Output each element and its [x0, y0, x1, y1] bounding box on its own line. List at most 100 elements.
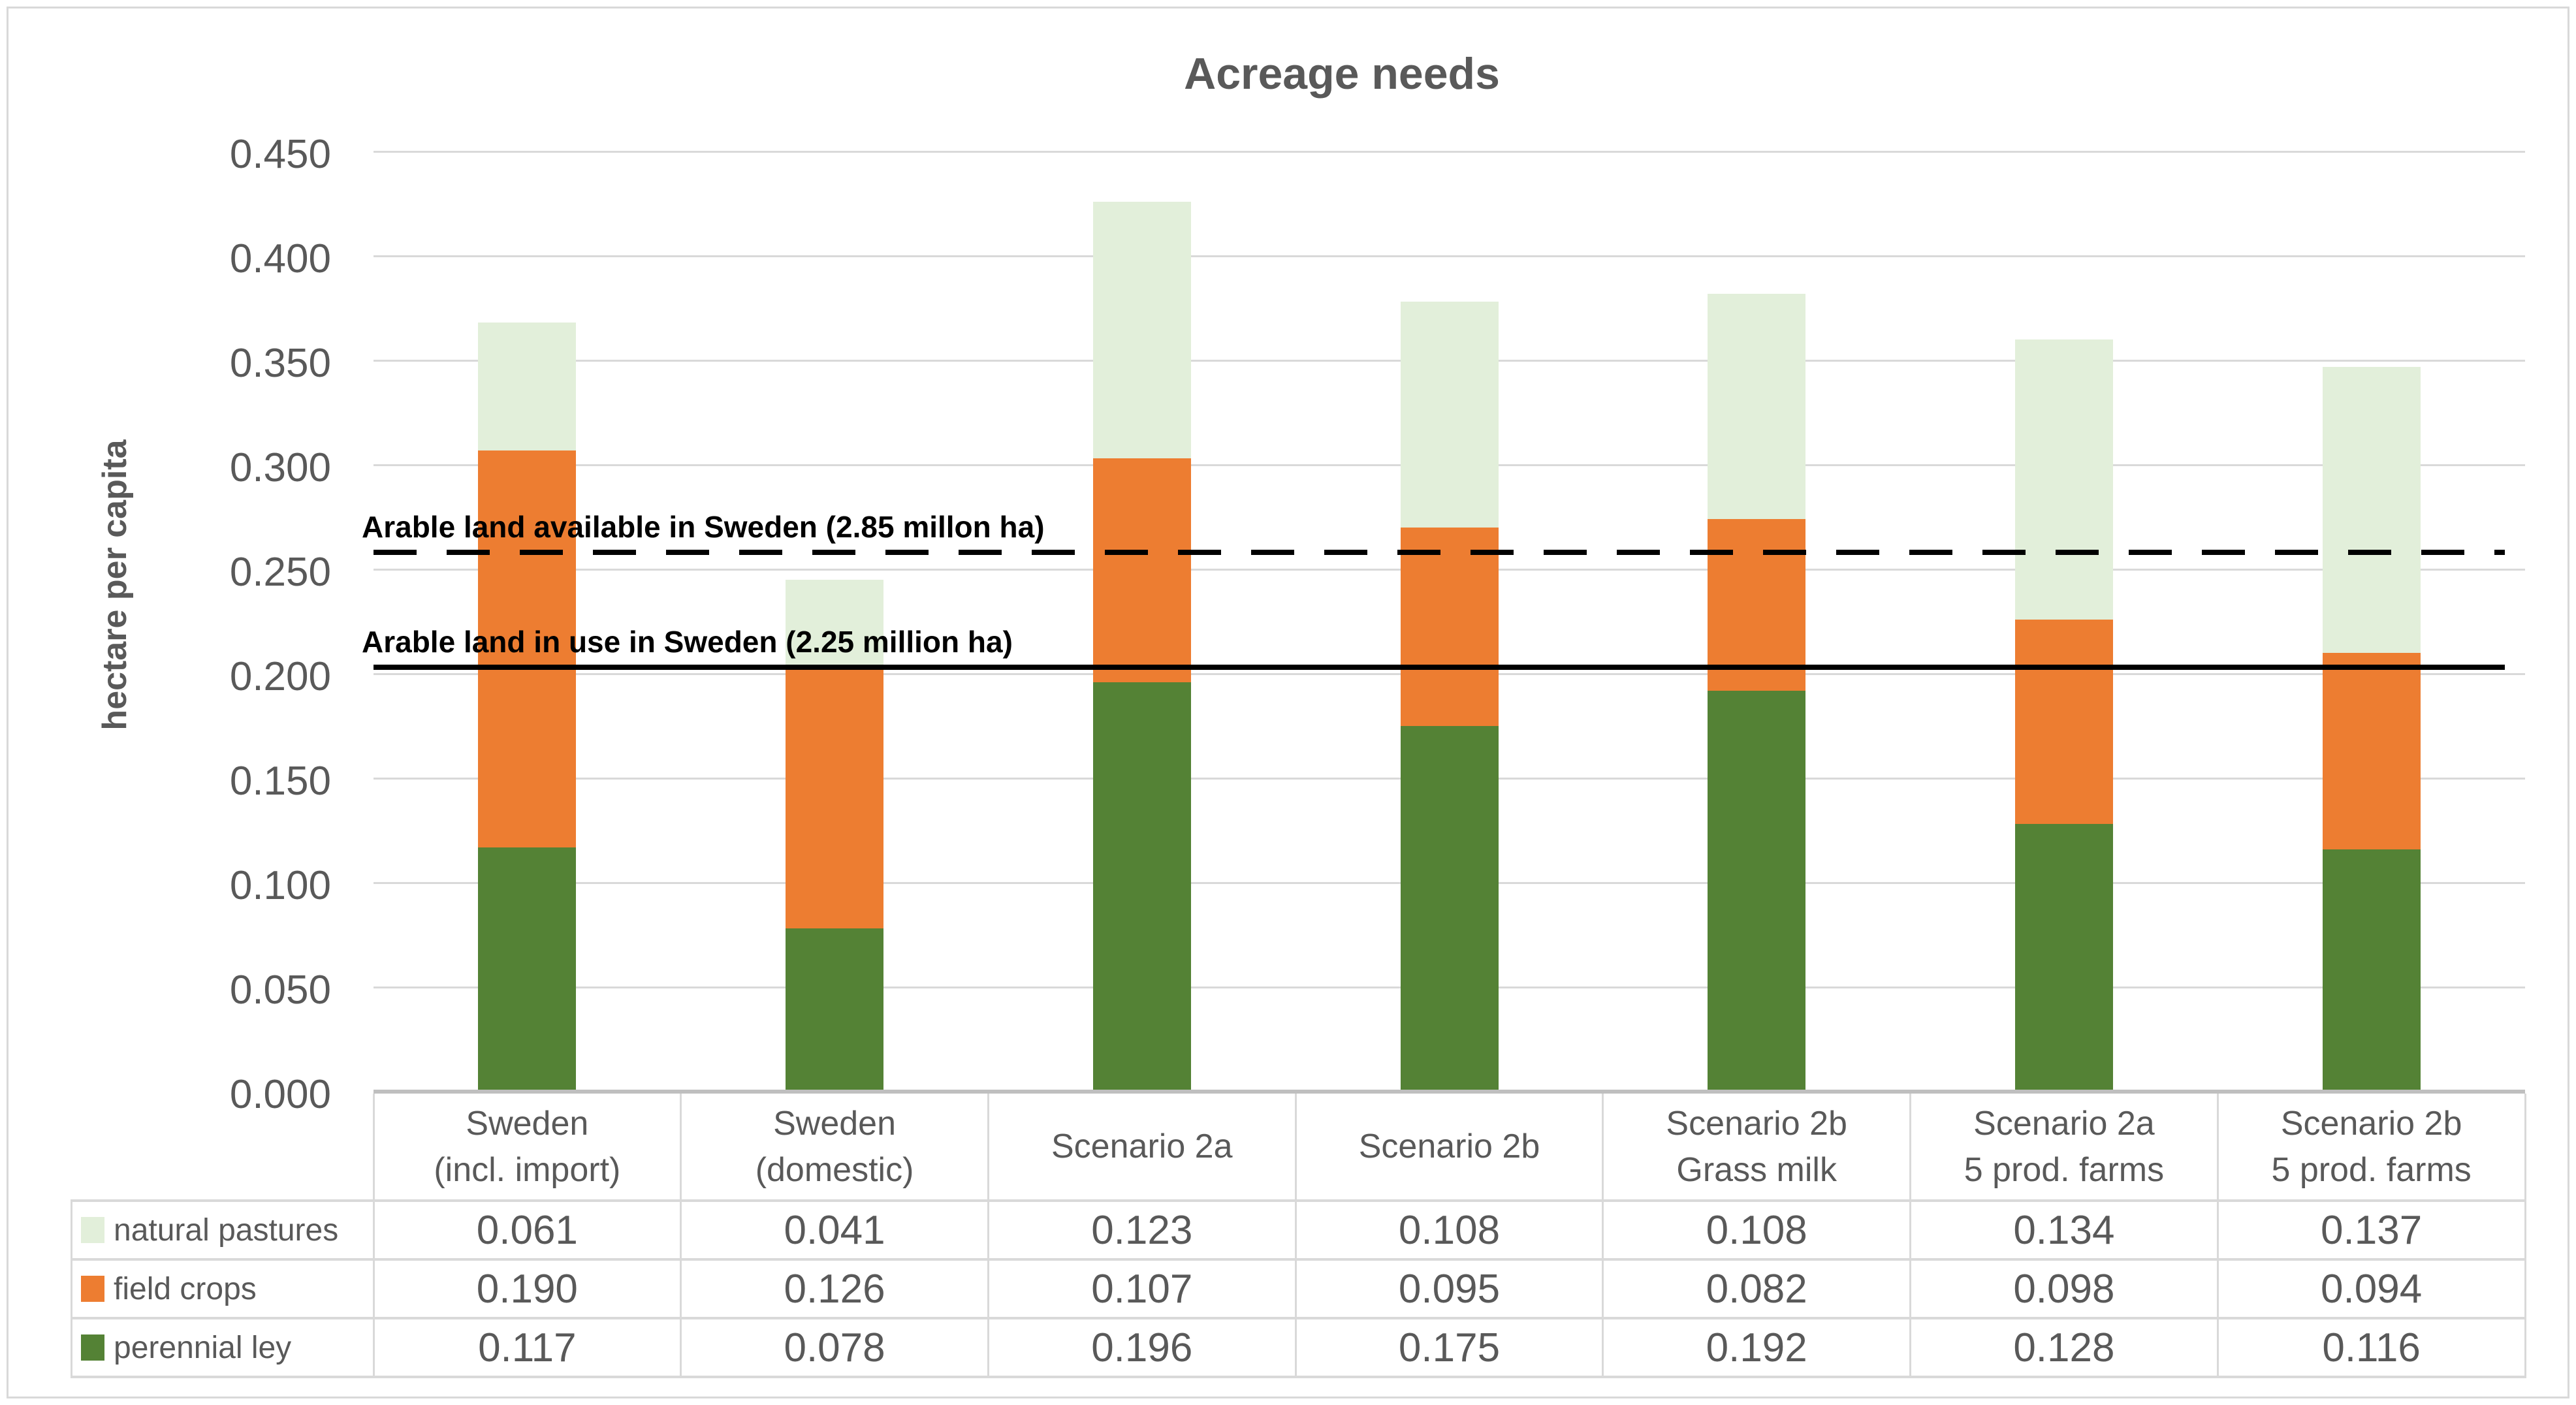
table-value-cell: 0.192 — [1706, 1325, 1807, 1370]
table-vertical-border — [372, 1094, 375, 1378]
table-value-cell: 0.123 — [1091, 1207, 1193, 1253]
category-label-line: Scenario 2b — [2280, 1104, 2462, 1143]
x-axis-line — [374, 1090, 2525, 1094]
table-vertical-border — [1294, 1094, 1297, 1378]
legend-cell: perennial ley — [71, 1318, 374, 1377]
category-label-line: (incl. import) — [434, 1150, 621, 1189]
category-label-line: Scenario 2b — [1358, 1128, 1540, 1165]
table-vertical-border — [1909, 1094, 1912, 1378]
table-vertical-border — [680, 1094, 682, 1378]
reference-line-label: Arable land available in Sweden (2.85 mi… — [362, 510, 1045, 545]
table-value-cell: 0.190 — [476, 1266, 578, 1312]
bar-segment-natural-pastures — [478, 323, 577, 450]
table-value-cell: 0.095 — [1398, 1266, 1501, 1312]
bar-segment-natural-pastures — [2014, 339, 2113, 620]
table-horizontal-border — [71, 1317, 2525, 1319]
bar-segment-field-crops — [2014, 619, 2113, 825]
table-value-cell: 0.108 — [1706, 1207, 1807, 1253]
category-header-cell: Sweden (domestic) — [681, 1094, 989, 1199]
table-value-cell: 0.128 — [2013, 1325, 2115, 1370]
table-horizontal-border — [71, 1199, 2525, 1202]
table-vertical-border — [71, 1199, 72, 1378]
table-vertical-border — [1602, 1094, 1604, 1378]
category-header-cell: Scenario 2b — [1296, 1094, 1603, 1199]
y-axis-tick-label: 0.250 — [229, 550, 331, 595]
legend-swatch-field-crops — [81, 1276, 104, 1302]
chart-outer-border — [7, 7, 2569, 1398]
bar-segment-natural-pastures — [1400, 302, 1499, 528]
category-label-line: Sweden — [773, 1104, 897, 1143]
table-value-cell: 0.137 — [2321, 1207, 2423, 1253]
bar-segment-field-crops — [478, 450, 577, 847]
table-value-cell: 0.108 — [1398, 1207, 1501, 1253]
bar-segment-perennial-ley — [2322, 849, 2421, 1092]
table-vertical-border — [987, 1094, 989, 1378]
table-value-cell: 0.094 — [2321, 1266, 2423, 1312]
legend-swatch-natural-pastures — [81, 1217, 104, 1243]
y-axis-tick-label: 0.150 — [229, 759, 331, 804]
category-label-line: Sweden — [466, 1104, 589, 1143]
bar-segment-field-crops — [1708, 519, 1806, 691]
y-axis-tick-label: 0.100 — [229, 863, 331, 908]
category-label-line: 5 prod. farms — [1964, 1150, 2165, 1189]
chart-title: Acreage needs — [1184, 49, 1500, 99]
y-axis-tick-label: 0.450 — [229, 132, 331, 177]
bar-segment-perennial-ley — [1400, 726, 1499, 1092]
y-axis-tick-label: 0.050 — [229, 968, 331, 1013]
table-value-cell: 0.126 — [784, 1266, 885, 1312]
legend-cell: natural pastures — [71, 1201, 374, 1259]
reference-line-solid — [374, 665, 2505, 671]
table-value-cell: 0.082 — [1706, 1266, 1807, 1312]
category-label-line: Scenario 2a — [1973, 1104, 2155, 1143]
table-horizontal-border — [71, 1258, 2525, 1261]
bar-segment-field-crops — [786, 665, 884, 929]
category-header-cell: Scenario 2a 5 prod. farms — [1911, 1094, 2218, 1199]
table-vertical-border — [2524, 1094, 2526, 1378]
category-label-line: (domestic) — [755, 1150, 914, 1189]
bar-segment-natural-pastures — [1708, 293, 1806, 520]
bar-segment-natural-pastures — [2322, 366, 2421, 653]
category-header-cell: Sweden (incl. import) — [374, 1094, 681, 1199]
table-value-cell: 0.041 — [784, 1207, 885, 1253]
y-axis-tick-label: 0.400 — [229, 236, 331, 281]
bar-segment-perennial-ley — [1708, 690, 1806, 1092]
bar-segment-natural-pastures — [786, 580, 884, 666]
reference-line-dashed — [374, 550, 2505, 556]
table-value-cell: 0.107 — [1091, 1266, 1193, 1312]
legend-cell: field crops — [71, 1259, 374, 1318]
category-header-cell: Scenario 2a — [988, 1094, 1296, 1199]
legend-label: perennial ley — [114, 1330, 292, 1365]
bar-segment-field-crops — [1092, 458, 1191, 682]
table-value-cell: 0.117 — [478, 1325, 577, 1370]
table-value-cell: 0.196 — [1091, 1325, 1193, 1370]
bar-segment-perennial-ley — [1092, 682, 1191, 1092]
table-vertical-border — [2216, 1094, 2219, 1378]
table-value-cell: 0.134 — [2013, 1207, 2115, 1253]
table-value-cell: 0.098 — [2013, 1266, 2115, 1312]
y-axis-tick-label: 0.000 — [229, 1072, 331, 1117]
bar-segment-natural-pastures — [1092, 201, 1191, 459]
reference-line-label: Arable land in use in Sweden (2.25 milli… — [362, 625, 1013, 659]
table-value-cell: 0.175 — [1398, 1325, 1501, 1370]
table-value-cell: 0.061 — [476, 1207, 578, 1253]
category-label-line: Scenario 2b — [1666, 1104, 1847, 1143]
legend-swatch-perennial-ley — [81, 1334, 104, 1361]
bar-segment-perennial-ley — [786, 928, 884, 1092]
table-horizontal-border — [71, 1376, 2525, 1378]
table-value-cell: 0.116 — [2322, 1325, 2421, 1370]
category-label-line: Grass milk — [1676, 1150, 1837, 1189]
y-axis-tick-label: 0.300 — [229, 445, 331, 490]
bar-segment-perennial-ley — [478, 847, 577, 1092]
legend-label: natural pastures — [114, 1212, 339, 1248]
bar-segment-field-crops — [1400, 528, 1499, 726]
bar-segment-field-crops — [2322, 653, 2421, 849]
category-label-line: Scenario 2a — [1051, 1128, 1233, 1165]
category-header-cell: Scenario 2b 5 prod. farms — [2218, 1094, 2525, 1199]
category-header-cell: Scenario 2b Grass milk — [1603, 1094, 1911, 1199]
table-value-cell: 0.078 — [784, 1325, 885, 1370]
bar-segment-perennial-ley — [2014, 824, 2113, 1092]
gridline — [374, 255, 2525, 257]
legend-label: field crops — [114, 1271, 257, 1306]
y-axis-tick-label: 0.350 — [229, 341, 331, 386]
